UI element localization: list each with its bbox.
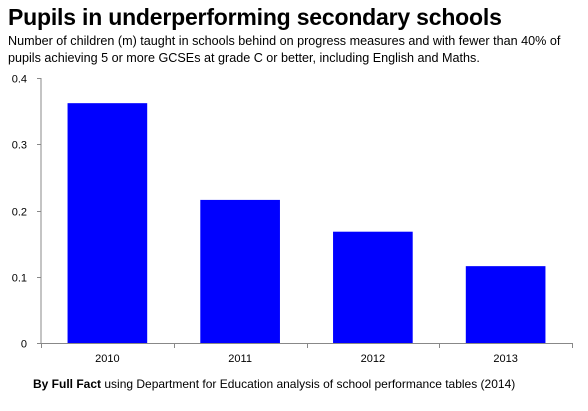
bars xyxy=(67,103,546,343)
bar-2013 xyxy=(465,266,546,343)
chart-source: By Full Fact using Department for Educat… xyxy=(33,377,515,391)
x-tick-label: 2012 xyxy=(361,353,385,365)
x-tick-label: 2013 xyxy=(493,353,517,365)
y-tick-label: 0.1 xyxy=(12,273,27,285)
chart-subtitle: Number of children (m) taught in schools… xyxy=(8,34,561,65)
bar-2011 xyxy=(200,199,280,343)
x-axis: 2010 2011 2012 2013 xyxy=(41,343,573,365)
y-tick-label: 0 xyxy=(21,339,27,351)
x-tick-label: 2011 xyxy=(228,353,252,365)
y-tick-label: 0.4 xyxy=(12,74,27,86)
y-tick-label: 0.2 xyxy=(12,207,27,219)
y-axis: 0 0.1 0.2 0.3 0.4 xyxy=(12,74,42,351)
y-tick-label: 0.3 xyxy=(12,140,27,152)
byline: By Full Fact xyxy=(33,377,102,391)
bar-2010 xyxy=(67,103,148,343)
chart-title: Pupils in underperforming secondary scho… xyxy=(8,4,502,30)
x-tick-label: 2010 xyxy=(95,353,119,365)
source-text: using Department for Education analysis … xyxy=(101,377,516,391)
bar-2012 xyxy=(333,231,413,343)
